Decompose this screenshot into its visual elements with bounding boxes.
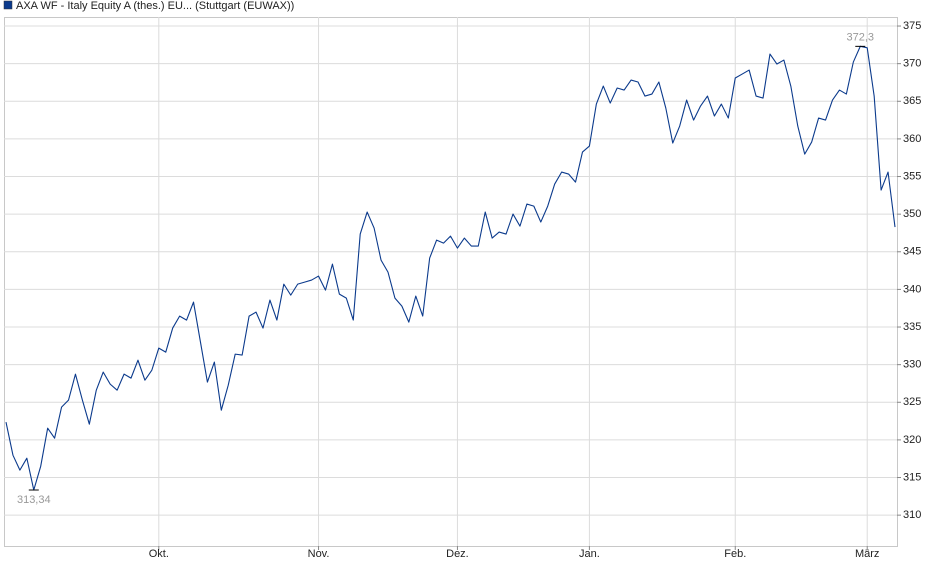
extreme-label: 313,34 xyxy=(17,494,51,506)
x-tick-label: Dez. xyxy=(446,548,469,560)
y-tick-label: 375 xyxy=(903,20,921,32)
y-tick-label: 330 xyxy=(903,359,921,371)
y-tick-label: 350 xyxy=(903,208,921,220)
y-tick-label: 340 xyxy=(903,283,921,295)
y-tick-label: 325 xyxy=(903,396,921,408)
y-tick-label: 370 xyxy=(903,58,921,70)
y-tick-label: 360 xyxy=(903,133,921,145)
y-tick-label: 310 xyxy=(903,509,921,521)
x-tick-label: Nov. xyxy=(308,548,330,560)
y-tick-label: 315 xyxy=(903,471,921,483)
x-tick-label: Okt. xyxy=(149,548,169,560)
price-line xyxy=(5,45,896,491)
plot-frame xyxy=(4,17,898,547)
y-tick-label: 335 xyxy=(903,321,921,333)
x-tick-label: Jan. xyxy=(579,548,600,560)
x-tick-label: März xyxy=(855,548,879,560)
y-tick-label: 320 xyxy=(903,434,921,446)
y-tick-label: 355 xyxy=(903,170,921,182)
extreme-label: 372,3 xyxy=(847,31,875,43)
x-tick-label: Feb. xyxy=(724,548,746,560)
legend-swatch xyxy=(3,0,13,10)
y-tick-label: 365 xyxy=(903,95,921,107)
y-tick-label: 345 xyxy=(903,246,921,258)
legend-label: AXA WF - Italy Equity A (thes.) EU... (S… xyxy=(16,0,294,12)
